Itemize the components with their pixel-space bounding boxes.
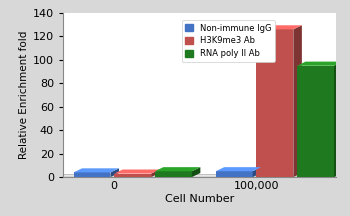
Polygon shape	[293, 25, 302, 177]
Polygon shape	[192, 167, 200, 177]
Bar	[216, 171, 253, 177]
Bar	[114, 174, 151, 177]
Polygon shape	[53, 175, 346, 177]
Polygon shape	[256, 25, 302, 29]
Bar	[256, 29, 293, 177]
Polygon shape	[216, 167, 261, 171]
Polygon shape	[111, 168, 119, 177]
Polygon shape	[114, 170, 160, 174]
Bar	[155, 171, 192, 177]
Bar	[74, 172, 111, 177]
Polygon shape	[74, 168, 119, 172]
X-axis label: Cell Number: Cell Number	[165, 194, 234, 204]
Bar	[297, 66, 334, 177]
Polygon shape	[334, 62, 343, 177]
Polygon shape	[155, 167, 200, 171]
Polygon shape	[253, 167, 261, 177]
Polygon shape	[151, 170, 160, 177]
Polygon shape	[297, 62, 343, 66]
Legend: Non-immune IgG, H3K9me3 Ab, RNA poly II Ab: Non-immune IgG, H3K9me3 Ab, RNA poly II …	[182, 20, 275, 62]
Y-axis label: Relative Enrichment fold: Relative Enrichment fold	[19, 31, 29, 159]
